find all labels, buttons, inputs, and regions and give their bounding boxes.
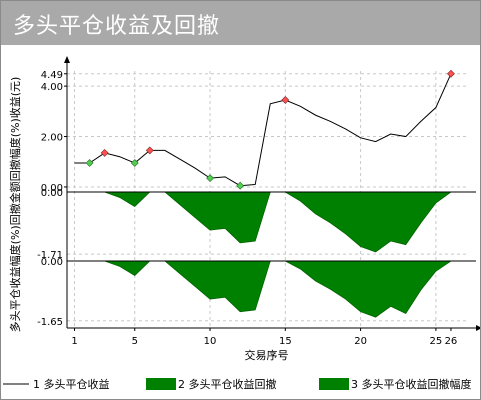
x-tick-label: 5	[132, 336, 138, 347]
y-tick-label: 0.00	[41, 257, 63, 268]
title-bar: 多头平仓收益及回撤	[1, 1, 480, 45]
legend-label: 2 多头平仓收益回撤	[178, 377, 277, 391]
x-tick-label: 1	[71, 336, 77, 347]
new-low-marker	[206, 174, 214, 183]
x-tick-label: 20	[354, 336, 367, 347]
y-axis-arrow	[64, 56, 70, 63]
legend-area-swatch	[319, 378, 349, 390]
x-tick-label: 25	[430, 336, 443, 347]
new-low-marker	[236, 181, 245, 190]
y-tick-label: 0.00	[41, 188, 63, 199]
y-tick-label: 0.00	[41, 183, 63, 194]
legend-area-swatch	[146, 378, 176, 390]
x-axis-arrow	[476, 325, 480, 331]
new-low-marker	[85, 159, 94, 167]
new-high-marker	[281, 96, 290, 104]
drawdown-area	[74, 191, 453, 253]
legend-label: 3 多头平仓收益回撤幅度	[351, 377, 472, 391]
x-tick-label: 26	[445, 336, 458, 347]
x-tick-label: 15	[279, 336, 292, 347]
x-tick-label: 10	[204, 336, 217, 347]
new-high-marker	[100, 149, 109, 157]
y-axis-title: 多头平仓收益幅度(%)回撤金额回撤幅度(%)收益(元)	[8, 77, 22, 333]
chart-title: 多头平仓收益及回撤	[13, 14, 221, 39]
y-tick-label: -1.71	[37, 250, 63, 261]
y-tick-label: -1.65	[37, 317, 63, 328]
legend-label: 1 多头平仓收益	[33, 377, 110, 391]
y-tick-label: 2.00	[41, 133, 63, 144]
new-high-marker	[145, 146, 154, 155]
y-tick-label: 4.49	[41, 70, 63, 81]
new-high-marker	[447, 69, 455, 78]
profit-line	[74, 73, 452, 187]
x-axis-title: 交易序号	[245, 348, 289, 362]
new-low-marker	[130, 159, 139, 167]
drawdown-ratio-area	[74, 260, 453, 318]
y-tick-label: 4.00	[41, 82, 63, 93]
